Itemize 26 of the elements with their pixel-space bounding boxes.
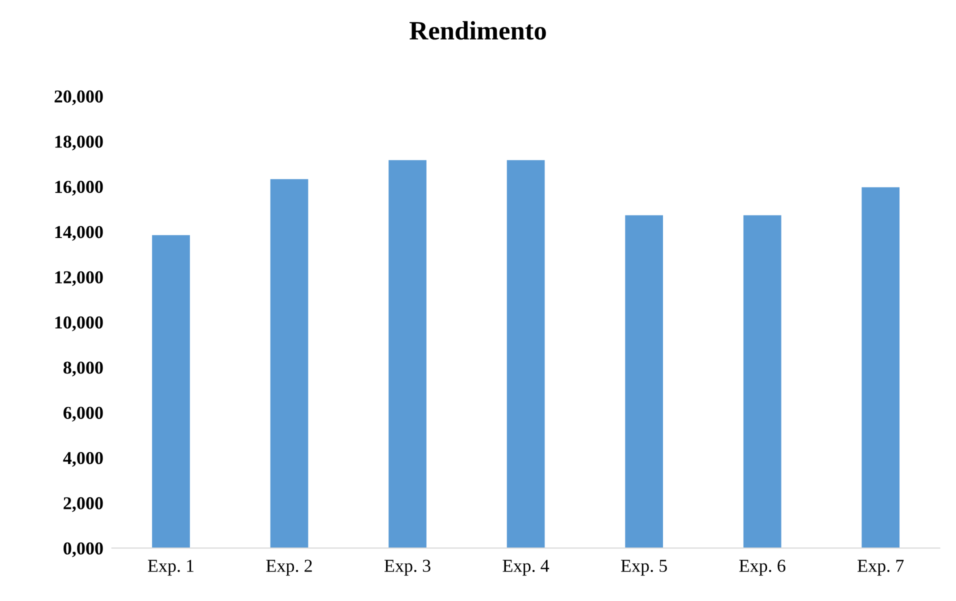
bar: [862, 187, 900, 548]
x-tick-label: Exp. 1: [148, 560, 194, 576]
y-tick-label: 10,000: [55, 316, 103, 332]
y-tick-label: 14,000: [55, 226, 103, 241]
y-tick-label: 4,000: [63, 452, 103, 467]
y-tick-label: 2,000: [64, 497, 103, 512]
y-tick-label: 8,000: [63, 362, 103, 376]
x-tick-label: Exp. 6: [739, 560, 786, 576]
x-tick-label: Exp. 7: [858, 560, 904, 576]
bar: [625, 215, 663, 548]
bar: [152, 235, 190, 548]
bar: [270, 179, 308, 548]
bar: [743, 215, 782, 548]
y-tick-label: 16,000: [55, 180, 103, 196]
y-tick-label: 0,000: [64, 542, 103, 558]
x-tick-label: Exp. 2: [266, 560, 312, 576]
y-tick-label: 12,000: [55, 271, 103, 286]
y-tick-label: 18,000: [55, 136, 103, 150]
y-tick-label: 20,000: [54, 90, 103, 106]
x-tick-label: Exp. 4: [502, 560, 550, 576]
x-tick-label: Exp. 5: [621, 560, 667, 576]
bar: [506, 160, 545, 548]
chart-title: Rendimento: [410, 21, 546, 40]
y-tick-label: 6,000: [64, 406, 103, 422]
x-tick-label: Exp. 3: [384, 560, 430, 576]
bar: [388, 160, 426, 548]
